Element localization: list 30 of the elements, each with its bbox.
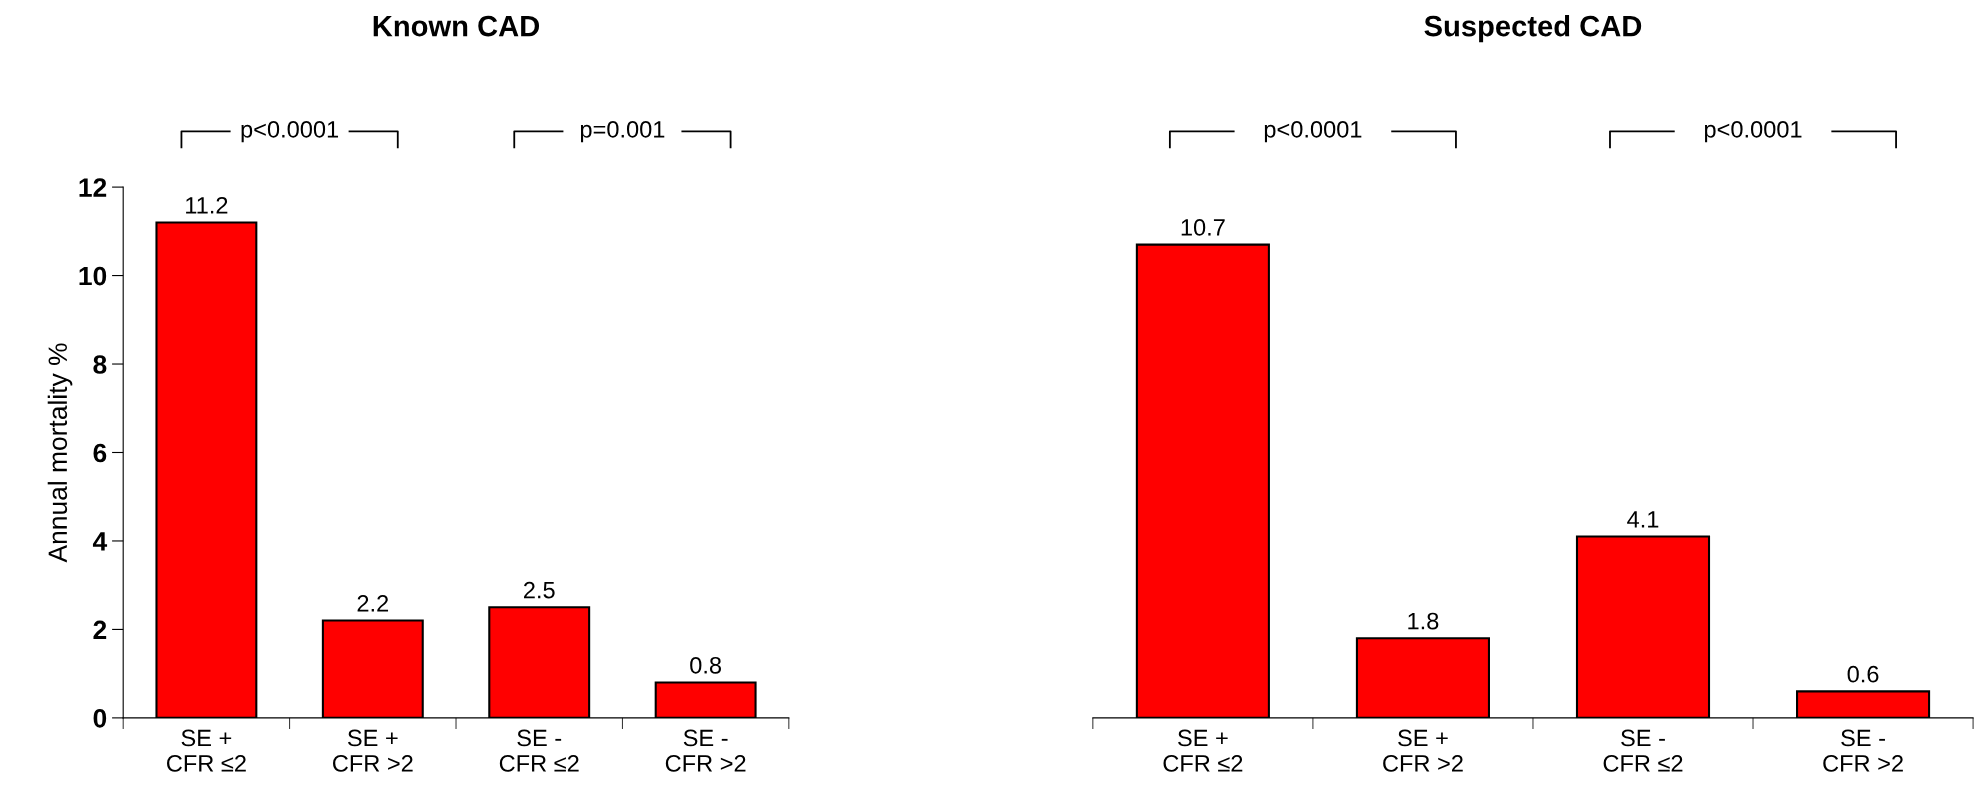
y-axis-title: Annual mortality % [47,343,73,563]
y-tick-label: 10 [79,266,107,286]
data-label: 0.6 [1847,665,1879,683]
y-tick-label: 6 [93,443,107,463]
data-label: 2.5 [524,581,555,599]
data-label: 0.8 [690,656,722,674]
y-tick-label: 8 [93,355,107,374]
y-tick-label: 12 [79,178,107,197]
x-tick-label: SE - CFR >2 [1823,729,1903,772]
data-label: 1.8 [1408,612,1439,630]
x-tick-label: SE + CFR ≤2 [167,729,246,772]
y-tick-label: 0 [93,709,107,728]
data-label: 11.2 [186,196,228,214]
text: p<0.0001 [1264,120,1362,143]
y-tick-label: 2 [93,620,107,639]
chart-title: Known CAD [373,15,540,37]
x-tick-label: SE + CFR ≤2 [1163,729,1243,772]
text: p=0.001 [580,120,665,143]
x-tick-label: SE - CFR ≤2 [499,729,579,772]
x-tick-label: SE - CFR ≤2 [1603,729,1683,772]
x-tick-label: SE + CFR >2 [333,729,413,772]
data-label: 10.7 [1181,219,1225,236]
chart-title: Suspected CAD [1424,15,1642,43]
text: p<0.0001 [241,120,339,143]
data-label: 4.1 [1627,511,1659,528]
y-tick-label: 4 [92,532,108,551]
x-tick-label: SE + CFR >2 [1383,729,1463,772]
data-label: 2.2 [357,595,389,612]
x-tick-label: SE - CFR >2 [665,729,746,772]
text: p<0.0001 [1704,120,1802,143]
